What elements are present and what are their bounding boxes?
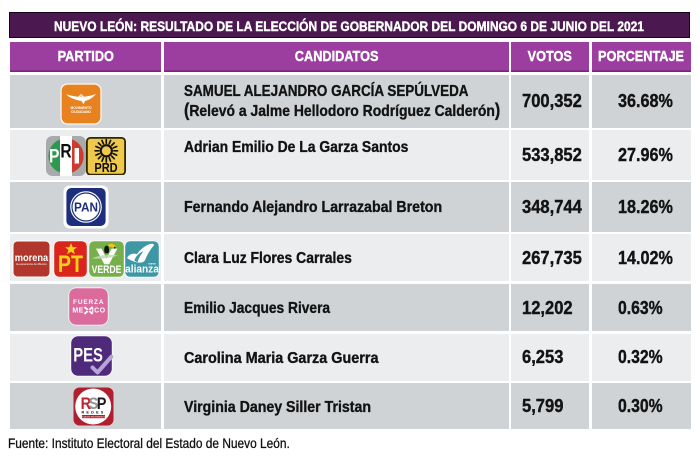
svg-text:alianza: alianza bbox=[125, 263, 159, 275]
svg-text:P: P bbox=[97, 395, 107, 413]
svg-text:ICO: ICO bbox=[91, 307, 105, 314]
svg-text:CIUDADANO: CIUDADANO bbox=[71, 110, 91, 114]
svg-text:SOCIALES PROGRESISTAS: SOCIALES PROGRESISTAS bbox=[79, 416, 108, 419]
svg-text:ME: ME bbox=[72, 307, 83, 314]
svg-text:VERDE: VERDE bbox=[91, 264, 121, 276]
svg-text:R: R bbox=[80, 395, 90, 413]
svg-text:MOVIMIENTO: MOVIMIENTO bbox=[71, 106, 92, 110]
svg-text:nueva: nueva bbox=[148, 262, 156, 265]
svg-text:S: S bbox=[88, 395, 98, 413]
svg-text:PES: PES bbox=[73, 345, 103, 366]
svg-text:FUERZA: FUERZA bbox=[73, 299, 104, 306]
svg-text:R: R bbox=[60, 140, 71, 162]
svg-text:PRD: PRD bbox=[94, 160, 118, 175]
svg-text:PT: PT bbox=[57, 250, 83, 277]
svg-text:P: P bbox=[49, 145, 60, 167]
svg-text:REDES: REDES bbox=[81, 410, 105, 414]
svg-text:PAN: PAN bbox=[74, 200, 98, 215]
svg-text:morena: morena bbox=[15, 252, 49, 264]
svg-text:la esperanza de México: la esperanza de México bbox=[16, 261, 47, 265]
